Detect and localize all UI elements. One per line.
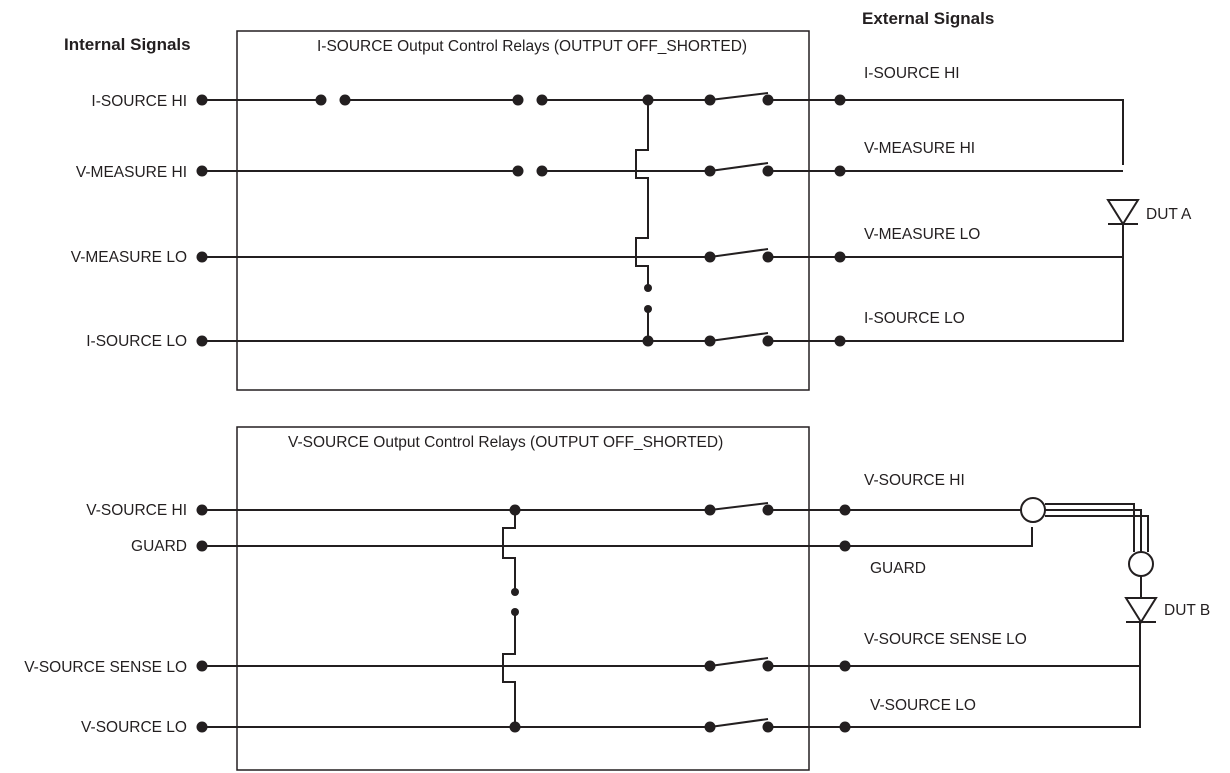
top-junction-dots (196, 94, 846, 347)
shorting-link-bottom (502, 510, 516, 727)
v-source-relay-title: V-SOURCE Output Control Relays (OUTPUT O… (288, 434, 723, 451)
i-source-relay-title: I-SOURCE Output Control Relays (OUTPUT O… (317, 38, 747, 55)
internal-label-v-source-lo: V-SOURCE LO (81, 719, 187, 736)
internal-label-i-source-hi: I-SOURCE HI (91, 93, 187, 110)
wire-v-source-lo (202, 622, 1141, 728)
external-label-v-source-lo: V-SOURCE LO (870, 697, 976, 714)
internal-label-v-measure-lo: V-MEASURE LO (71, 249, 187, 266)
internal-signals-header: Internal Signals (64, 35, 191, 54)
dut-a-diode-icon (1106, 199, 1140, 226)
external-label-i-source-hi: I-SOURCE HI (864, 65, 960, 82)
external-label-v-source-sense-lo: V-SOURCE SENSE LO (864, 631, 1027, 648)
internal-label-v-measure-hi: V-MEASURE HI (76, 164, 187, 181)
internal-label-v-source-sense-lo: V-SOURCE SENSE LO (24, 659, 187, 676)
wire-guard (202, 527, 1033, 547)
external-label-v-measure-hi: V-MEASURE HI (864, 140, 975, 157)
internal-label-guard: GUARD (131, 538, 187, 555)
external-label-i-source-lo: I-SOURCE LO (864, 310, 965, 327)
wire-v-measure-hi (202, 162, 1123, 172)
internal-label-v-source-hi: V-SOURCE HI (86, 502, 187, 519)
dut-b-diode-icon (1124, 576, 1158, 624)
shorting-link-top (635, 100, 649, 341)
wire-v-source-hi (202, 502, 1021, 511)
external-label-v-measure-lo: V-MEASURE LO (864, 226, 980, 243)
i-source-relay-box (236, 30, 810, 391)
external-label-v-source-hi: V-SOURCE HI (864, 472, 965, 489)
internal-label-i-source-lo: I-SOURCE LO (86, 333, 187, 350)
wire-v-measure-lo (202, 248, 1123, 258)
bottom-junction-dots (196, 504, 851, 733)
wire-i-source-hi (202, 92, 1124, 165)
guard-connector-icon (1020, 497, 1154, 577)
wire-i-source-lo (202, 225, 1124, 342)
external-signals-header: External Signals (862, 9, 994, 28)
external-label-guard: GUARD (870, 560, 926, 577)
v-source-relay-box (236, 426, 810, 771)
dut-b-label: DUT B (1164, 602, 1210, 619)
dut-a-label: DUT A (1146, 206, 1192, 223)
wire-v-source-sense-lo (202, 657, 1140, 667)
